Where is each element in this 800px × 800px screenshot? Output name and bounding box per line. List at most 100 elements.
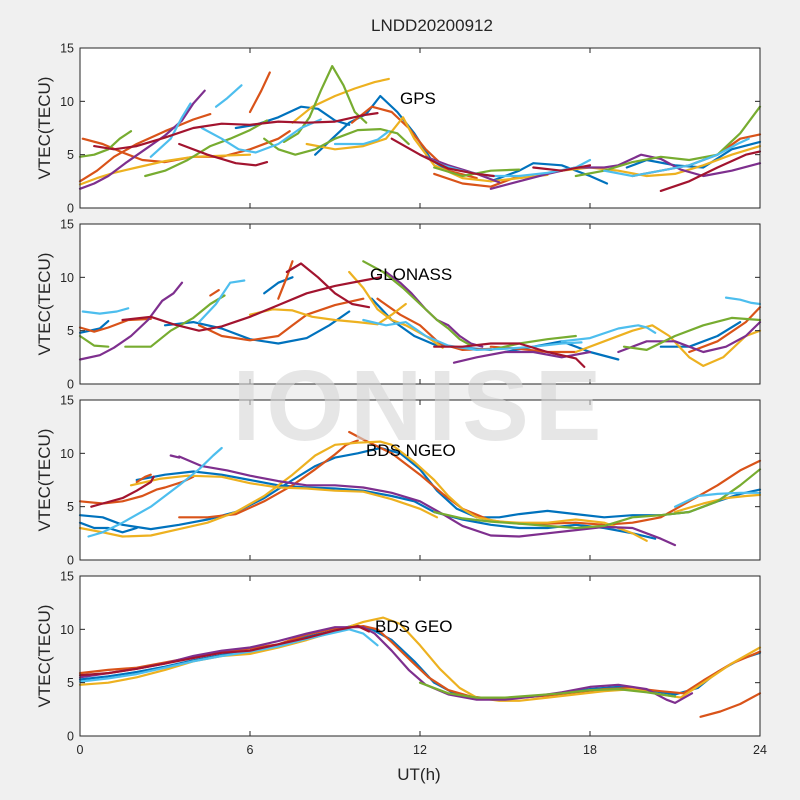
y-tick-label: 10: [60, 447, 74, 461]
y-tick-label: 0: [67, 730, 74, 744]
figure-title: LNDD20200912: [371, 16, 493, 35]
series-line-7: [78, 440, 648, 542]
series-line-23: [149, 102, 192, 158]
series-line-8: [129, 474, 439, 519]
series-line-5: [178, 439, 359, 519]
series-line-22: [489, 334, 577, 351]
series-line-24: [214, 84, 243, 108]
series-line-30: [178, 142, 269, 167]
y-tick-label: 5: [67, 676, 74, 690]
y-tick-label: 5: [67, 500, 74, 514]
y-axis-label: VTEC(TECU): [35, 605, 54, 708]
series-line-15: [489, 153, 762, 190]
y-axis-label: VTEC(TECU): [35, 429, 54, 532]
y-tick-label: 15: [60, 570, 74, 584]
x-tick-label: 6: [247, 743, 254, 757]
y-tick-label: 10: [60, 95, 74, 109]
series-line-11: [169, 454, 181, 459]
series-line-31: [390, 137, 495, 178]
x-tick-label: 0: [77, 743, 84, 757]
series-line-7: [197, 297, 365, 342]
series-line-4: [135, 473, 152, 484]
panel-2: 0 5 10 15 VTEC(TECU) BDS NGEO: [35, 394, 762, 568]
series-line-28: [724, 296, 762, 306]
series-line-6: [78, 317, 152, 333]
series-line-5: [659, 321, 742, 348]
series-line-25: [197, 279, 246, 324]
series-line-4: [78, 113, 212, 183]
series-line-25: [200, 118, 322, 154]
series-line-18: [617, 321, 762, 354]
panel-3: 0 5 10 15 0 6 12 18 24 VTEC(TECU) BDS GEO: [35, 570, 767, 758]
series-line-15: [90, 475, 155, 508]
series-line-22: [574, 105, 762, 178]
y-tick-label: 15: [60, 42, 74, 56]
x-tick-label: 18: [583, 743, 597, 757]
series-line-1: [78, 521, 138, 534]
series-line-1: [489, 162, 609, 185]
plot-area: [80, 48, 760, 208]
series-line-32: [209, 289, 220, 297]
series-line-12: [305, 116, 549, 183]
series-line-9: [673, 493, 762, 514]
series-line-7: [78, 625, 371, 677]
series-line-20: [124, 294, 226, 348]
series-line-23: [622, 316, 762, 351]
x-tick-label: 12: [413, 743, 427, 757]
series-line-8: [277, 260, 294, 300]
panel-1: 0 5 10 15 VTEC(TECU) GLONASS: [35, 218, 762, 392]
panel-label: GLONASS: [370, 265, 452, 284]
series-line-5: [418, 681, 677, 699]
series-line-15: [78, 281, 184, 361]
y-tick-label: 15: [60, 394, 74, 408]
y-tick-label: 15: [60, 218, 74, 232]
panel-label: BDS NGEO: [366, 441, 456, 460]
x-axis-label: UT(h): [397, 765, 440, 784]
series-line-12: [433, 468, 762, 530]
series-line-28: [603, 137, 750, 178]
series-line-2: [135, 470, 657, 540]
series-line-20: [263, 128, 410, 156]
series-line-21: [362, 260, 473, 347]
series-group: [78, 430, 762, 547]
series-line-11: [688, 306, 762, 354]
y-tick-label: 0: [67, 378, 74, 392]
series-line-14: [574, 324, 762, 367]
series-line-13: [87, 446, 223, 538]
series-line-13: [248, 302, 407, 326]
series-group: [78, 616, 762, 718]
series-line-4: [78, 626, 694, 704]
series-line-30: [285, 262, 371, 309]
y-tick-label: 0: [67, 202, 74, 216]
y-axis-label: VTEC(TECU): [35, 253, 54, 356]
series-line-0: [78, 446, 762, 531]
panel-label: BDS GEO: [375, 617, 452, 636]
series-line-2: [263, 276, 294, 295]
series-line-10: [178, 455, 677, 547]
y-tick-label: 10: [60, 623, 74, 637]
series-line-10: [291, 77, 390, 124]
series-line-2: [699, 692, 762, 718]
series-line-17: [282, 65, 368, 143]
series-line-19: [78, 334, 110, 348]
series-line-31: [433, 342, 586, 368]
series-line-14: [78, 89, 206, 190]
y-axis-label: VTEC(TECU): [35, 77, 54, 180]
series-line-11: [78, 153, 252, 186]
series-line-16: [424, 155, 501, 184]
series-line-29: [93, 112, 379, 151]
series-line-29: [121, 276, 382, 332]
series-line-0: [314, 94, 450, 172]
x-tick-label: 24: [753, 743, 767, 757]
series-line-9: [433, 172, 521, 188]
series-line-32: [659, 150, 762, 192]
series-line-19: [144, 119, 269, 178]
watermark: IONISE: [233, 350, 608, 462]
series-line-33: [532, 164, 592, 172]
panel-label: GPS: [400, 89, 436, 108]
panels-group: 0 5 10 15 VTEC(TECU) GPS 0 5 10 15 VTEC(TECU) GLONA…: [35, 42, 767, 758]
plot-area: [80, 576, 760, 736]
y-tick-label: 0: [67, 554, 74, 568]
y-tick-label: 10: [60, 271, 74, 285]
